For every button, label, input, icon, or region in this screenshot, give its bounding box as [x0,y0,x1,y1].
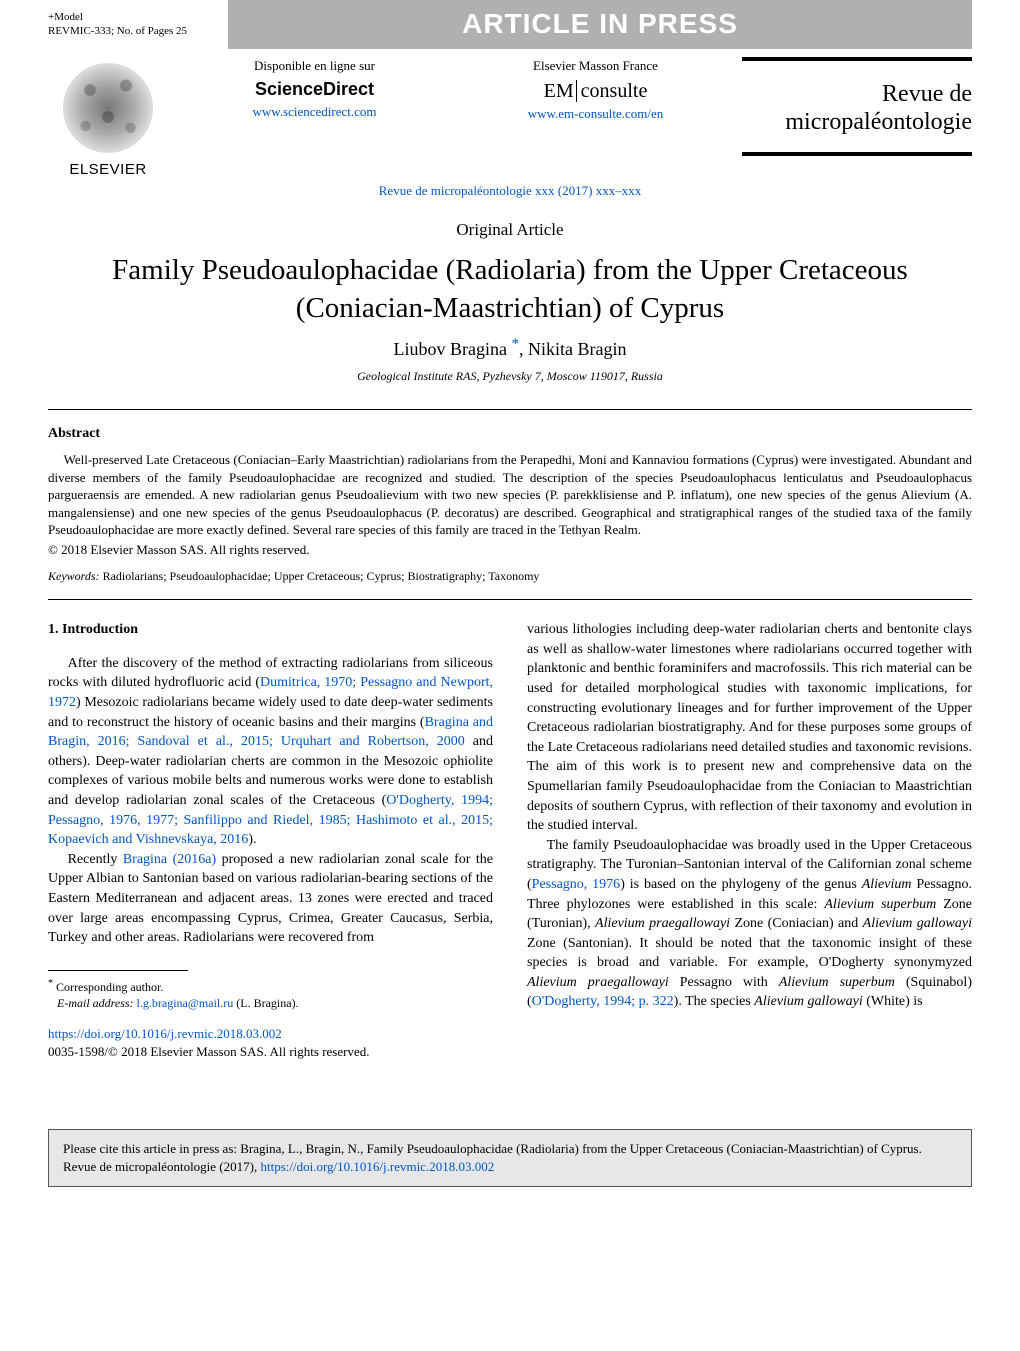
intro-para-1-cont: various lithologies including deep-water… [527,620,972,836]
citation[interactable]: O'Dogherty, 1994; p. 322 [532,994,674,1009]
journal-title-block: Revue de micropaléontologie [742,57,972,156]
consulte-text: consulte [576,80,648,102]
email-line: E-mail address: l.g.bragina@mail.ru (L. … [48,995,493,1011]
keywords-text: Radiolarians; Pseudoaulophacidae; Upper … [100,569,540,583]
masthead: ELSEVIER Disponible en ligne sur Science… [48,57,972,180]
author-1: Liubov Bragina [394,339,507,359]
abstract-heading: Abstract [48,424,972,444]
t: Recently [68,852,123,867]
t: (White) is [863,994,923,1009]
intro-para-3: The family Pseudoaulophacidae was broadl… [527,836,972,1012]
model-line: +Model [48,11,228,24]
taxon: Alievium superbum [824,897,936,912]
publisher-name: ELSEVIER [48,159,168,180]
sciencedirect-link[interactable]: www.sciencedirect.com [252,104,376,119]
taxon: Alievium superbum [779,975,895,990]
intro-para-2: Recently Bragina (2016a) proposed a new … [48,850,493,948]
abstract-text: Well-preserved Late Cretaceous (Coniacia… [48,451,972,539]
keywords-label: Keywords: [48,569,100,583]
copyright-line: © 2018 Elsevier Masson SAS. All rights r… [48,541,972,559]
running-head-left: +Model REVMIC-333; No. of Pages 25 [48,11,228,37]
author-2: Nikita Bragin [528,339,626,359]
left-column: 1. Introduction After the discovery of t… [48,620,493,1061]
journal-title-line2: micropaléontologie [742,109,972,137]
right-column: various lithologies including deep-water… [527,620,972,1061]
intro-para-1: After the discovery of the method of ext… [48,654,493,850]
available-online-label: Disponible en ligne sur [186,57,443,75]
masthead-center: Disponible en ligne sur ScienceDirect ww… [186,57,724,123]
cite-this-article-box: Please cite this article in press as: Br… [48,1129,972,1186]
ref-line: REVMIC-333; No. of Pages 25 [48,25,228,38]
issn-copyright: 0035-1598/© 2018 Elsevier Masson SAS. Al… [48,1043,493,1061]
em-text: EM [544,80,574,102]
rule-above-abstract [48,409,972,410]
sciencedirect-brand: ScienceDirect [186,77,443,102]
corresponding-mark: * [512,336,520,352]
footnotes: * Corresponding author. E-mail address: … [48,977,493,1011]
authors: Liubov Bragina *, Nikita Bragin [48,334,972,362]
affiliation: Geological Institute RAS, Pyzhevsky 7, M… [48,368,972,385]
email-tail: (L. Bragina). [233,996,298,1010]
t: ). The species [674,994,755,1009]
elsevier-tree-icon [63,63,153,153]
sciencedirect-block: Disponible en ligne sur ScienceDirect ww… [186,57,443,123]
journal-title-rule [742,152,972,156]
article-type: Original Article [48,218,972,242]
section-1-heading: 1. Introduction [48,620,493,640]
publisher-logo: ELSEVIER [48,57,168,180]
abstract: Well-preserved Late Cretaceous (Coniacia… [48,451,972,558]
in-press-banner: ARTICLE IN PRESS [228,0,972,49]
emconsulte-link[interactable]: www.em-consulte.com/en [528,106,664,121]
corr-text: Corresponding author. [56,980,163,994]
citation[interactable]: Pessagno, 1976 [532,877,621,892]
body-columns: 1. Introduction After the discovery of t… [48,620,972,1061]
doi-block: https://doi.org/10.1016/j.revmic.2018.03… [48,1025,493,1061]
taxon: Alievium gallowayi [754,994,862,1009]
elsevier-masson-label: Elsevier Masson France [467,57,724,75]
journal-title-line1: Revue de [742,81,972,109]
citation[interactable]: Bragina (2016a) [123,852,216,867]
running-head: +Model REVMIC-333; No. of Pages 25 ARTIC… [48,0,972,49]
emconsulte-block: Elsevier Masson France EMconsulte www.em… [467,57,724,123]
author-email-link[interactable]: l.g.bragina@mail.ru [137,996,234,1010]
publication-reference: Revue de micropaléontologie xxx (2017) x… [48,182,972,200]
author-separator: , [519,339,528,359]
taxon: Alievium gallowayi [863,916,972,931]
t: Zone (Santonian). It should be noted tha… [527,936,972,971]
rule-below-keywords [48,599,972,600]
t: Pessagno with [669,975,779,990]
article-title: Family Pseudoaulophacidae (Radiolaria) f… [108,252,912,327]
taxon: Alievium [862,877,912,892]
publication-reference-link[interactable]: Revue de micropaléontologie xxx (2017) x… [379,183,641,198]
taxon: Alievium praegallowayi [527,975,669,990]
t: Zone (Coniacian) and [730,916,863,931]
keywords: Keywords: Radiolarians; Pseudoaulophacid… [48,568,972,585]
email-label: E-mail address: [57,996,134,1010]
corresponding-author-note: * Corresponding author. [48,977,493,995]
doi-link[interactable]: https://doi.org/10.1016/j.revmic.2018.03… [48,1026,282,1041]
t: ) is based on the phylogeny of the genus [620,877,862,892]
taxon: Alievium praegallowayi [595,916,730,931]
t: ). [248,832,256,847]
footnote-rule [48,970,188,971]
emconsulte-brand: EMconsulte [467,77,724,105]
footnote-star-icon: * [48,978,53,989]
cite-doi-link[interactable]: https://doi.org/10.1016/j.revmic.2018.03… [260,1159,494,1174]
